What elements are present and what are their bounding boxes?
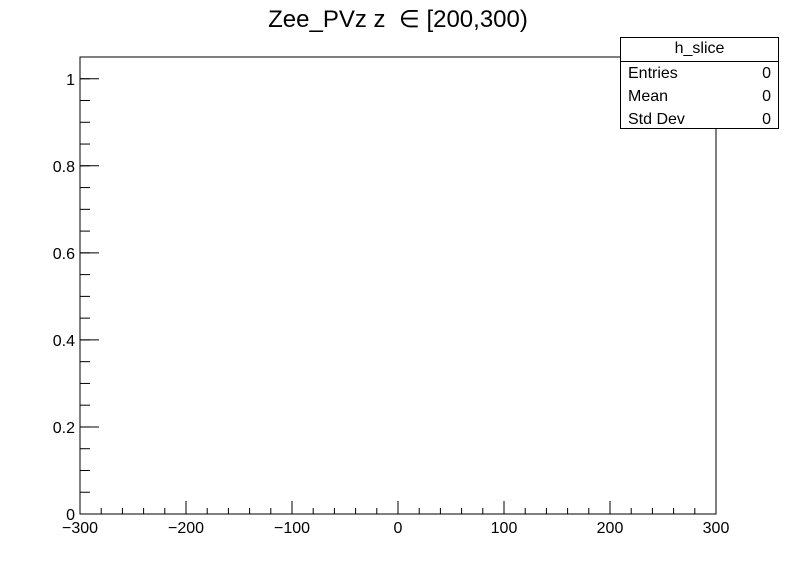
y-tick-label: 0.6 — [53, 246, 75, 263]
stats-label: Entries — [628, 65, 678, 82]
stats-value: 0 — [762, 88, 771, 105]
y-tick-label: 0.8 — [53, 159, 75, 176]
stats-box: h_slice Entries 0 Mean 0 Std Dev 0 — [620, 37, 779, 129]
x-tick-label: 300 — [703, 520, 730, 537]
x-tick-label: 0 — [394, 520, 403, 537]
y-tick-label: 1 — [66, 72, 75, 89]
stats-value: 0 — [762, 111, 771, 128]
y-tick-label: 0 — [66, 507, 75, 524]
stats-value: 0 — [762, 65, 771, 82]
x-tick-label: −300 — [62, 520, 98, 537]
stats-row-std-dev: Std Dev 0 — [621, 108, 778, 131]
stats-label: Mean — [628, 88, 669, 105]
y-tick-label: 0.2 — [53, 420, 75, 437]
x-tick-label: −200 — [168, 520, 204, 537]
x-tick-label: −100 — [274, 520, 310, 537]
x-tick-label: 100 — [491, 520, 518, 537]
x-axis: −300 −200 −100 0 100 200 300 — [62, 501, 729, 537]
y-axis: 0 0.2 0.4 0.6 0.8 1 — [53, 56, 99, 524]
stats-row-entries: Entries 0 — [621, 62, 778, 85]
x-tick-label: 200 — [597, 520, 624, 537]
y-tick-label: 0.4 — [53, 333, 75, 350]
stats-row-mean: Mean 0 — [621, 85, 778, 108]
chart-title: Zee_PVz z ∈ [200,300) — [268, 6, 528, 33]
stats-box-title: h_slice — [621, 38, 778, 62]
stats-label: Std Dev — [628, 111, 685, 128]
